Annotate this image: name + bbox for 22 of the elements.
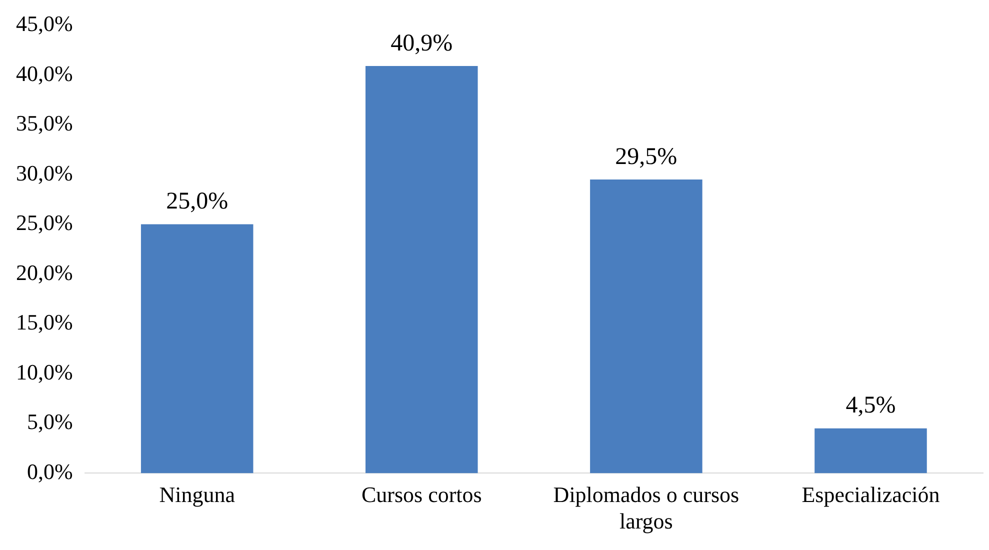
y-tick-label: 40,0% <box>16 60 73 86</box>
data-label: 40,9% <box>390 30 453 56</box>
y-tick-label: 0,0% <box>27 458 73 484</box>
y-tick-label: 25,0% <box>16 210 73 236</box>
x-tick-label: Especialización <box>802 482 940 508</box>
data-label: 29,5% <box>615 144 678 170</box>
y-tick-label: 45,0% <box>16 10 73 36</box>
y-tick-label: 5,0% <box>27 409 73 434</box>
bar <box>590 180 702 474</box>
y-tick-label: 10,0% <box>16 359 73 384</box>
data-label: 4,5% <box>846 392 896 419</box>
x-tick-label: Cursos cortos <box>361 482 482 508</box>
bar <box>814 428 927 474</box>
x-tick-label: Diplomados o cursos largos <box>553 482 740 534</box>
y-tick-label: 35,0% <box>16 110 73 136</box>
y-tick-label: 20,0% <box>16 260 73 285</box>
x-tick-label: Ninguna <box>159 482 236 508</box>
bar <box>140 224 254 474</box>
bar <box>366 66 478 474</box>
y-tick-label: 30,0% <box>16 160 73 186</box>
data-label: 25,0% <box>166 188 228 215</box>
y-tick-label: 15,0% <box>16 310 73 335</box>
